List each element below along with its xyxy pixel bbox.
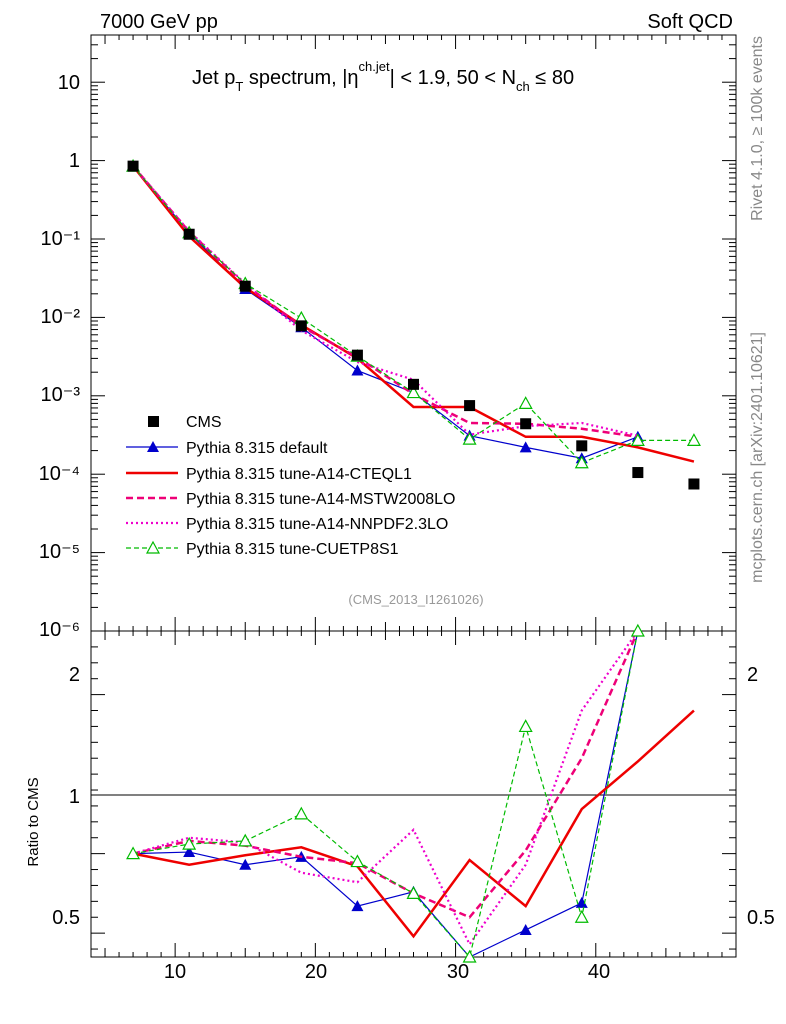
main-point-cuetp8s1 [462, 431, 477, 445]
ratio-ytick-label-0.5-right: 0.5 [747, 907, 775, 929]
main-point-cuetp8s1 [574, 455, 589, 469]
legend-marker-default [147, 441, 159, 452]
ratio-point-cuetp8s1 [518, 719, 533, 733]
main-ytick-label-1e-2: 10⁻² [41, 306, 81, 328]
main-point-cuetp8s1 [686, 433, 701, 446]
main-point-CMS [295, 320, 307, 332]
main-point-cuetp8s1 [630, 433, 645, 446]
main-point-cuetp8s1 [406, 385, 421, 399]
ratio-line-cuetp8s1 [132, 630, 639, 959]
ratio-point-cuetp8s1 [294, 806, 309, 820]
legend-label-nnpdf: Pythia 8.315 tune-A14-NNPDF2.3LO [186, 516, 448, 533]
main-point-cuetp8s1 [518, 396, 533, 409]
main-plot-marks [126, 158, 701, 490]
main-point-CMS [408, 378, 419, 390]
main-line-nnpdf [132, 165, 639, 437]
ratio-point-cuetp8s1 [630, 623, 645, 637]
ratio-point-default [519, 923, 532, 935]
main-ytick-label-1: 1 [69, 150, 80, 172]
legend-label-mstw: Pythia 8.315 tune-A14-MSTW2008LO [186, 491, 455, 508]
main-point-default [519, 441, 532, 453]
ratio-point-cuetp8s1 [350, 854, 365, 868]
ratio-ylabel: Ratio to CMS [25, 777, 42, 866]
legend-label-cuetp8s1: Pythia 8.315 tune-CUETP8S1 [186, 541, 399, 558]
legend: CMS Pythia 8.315 default Pythia 8.315 tu… [126, 414, 455, 558]
legend-label-cms: CMS [186, 414, 222, 431]
ratio-line-mstw [132, 630, 639, 919]
legend-label-cteql1: Pythia 8.315 tune-A14-CTEQL1 [186, 466, 412, 483]
ratio-point-cuetp8s1 [182, 836, 197, 850]
ratio-plot-marks [126, 623, 695, 963]
ratio-point-cuetp8s1 [462, 949, 477, 963]
main-point-CMS [464, 400, 476, 412]
main-point-CMS [520, 418, 532, 430]
ratio-line-cteql1 [132, 709, 695, 939]
main-point-CMS [632, 467, 644, 479]
xtick-label-40: 40 [588, 961, 610, 983]
main-ytick-label-1e-1: 10⁻¹ [41, 228, 81, 250]
main-point-CMS [183, 228, 195, 240]
main-ytick-label-1e-6: 10⁻⁶ [39, 619, 80, 641]
legend-label-default: Pythia 8.315 default [186, 440, 328, 457]
main-point-CMS [688, 478, 700, 490]
main-point-CMS [351, 349, 363, 361]
header-right: Soft QCD [647, 11, 733, 33]
main-ytick-label-1e-4: 10⁻⁴ [39, 463, 80, 485]
xtick-label-10: 10 [164, 961, 186, 983]
side-rivet-label: Rivet 4.1.0, ≥ 100k events [749, 36, 766, 221]
main-point-CMS [127, 160, 139, 172]
ratio-ytick-label-1: 1 [69, 786, 80, 808]
ratio-ytick-label-0.5: 0.5 [52, 907, 80, 929]
xtick-label-30: 30 [447, 961, 469, 983]
ratio-point-cuetp8s1 [238, 833, 253, 847]
main-point-CMS [576, 440, 588, 452]
plot-title: Jet pT spectrum, |ηch.jet| < 1.9, 50 < N… [192, 59, 574, 94]
header-left: 7000 GeV pp [100, 11, 218, 33]
ratio-point-cuetp8s1 [406, 886, 421, 899]
side-mcplots-label: mcplots.cern.ch [arXiv:2401.10621] [749, 332, 766, 583]
main-ytick-label-1e-3: 10⁻³ [41, 384, 81, 406]
ratio-point-cuetp8s1 [126, 846, 141, 860]
ratio-point-default [575, 896, 588, 908]
ratio-ytick-label-2: 2 [69, 664, 80, 686]
ratio-line-nnpdf [132, 630, 639, 947]
main-line-cteql1 [132, 165, 695, 463]
main-ytick-label-10: 10 [58, 72, 80, 94]
ratio-point-cuetp8s1 [574, 909, 589, 923]
ratio-line-default [133, 630, 639, 958]
main-line-mstw [132, 165, 639, 439]
main-ytick-label-1e-5: 10⁻⁵ [39, 541, 80, 563]
legend-marker-cuetp8s1 [145, 540, 161, 554]
legend-marker-cms [148, 416, 159, 427]
main-point-default [351, 364, 364, 376]
main-point-CMS [239, 280, 251, 292]
ratio-point-default [239, 858, 252, 870]
ratio-ytick-label-2-right: 2 [747, 664, 758, 686]
xtick-label-20: 20 [305, 961, 327, 983]
ratio-point-default [351, 900, 364, 912]
axis-ticks [91, 34, 737, 957]
ratio-point-default [183, 846, 196, 858]
ratio-frame [90, 630, 737, 958]
analysis-id: (CMS_2013_I1261026) [348, 592, 483, 607]
